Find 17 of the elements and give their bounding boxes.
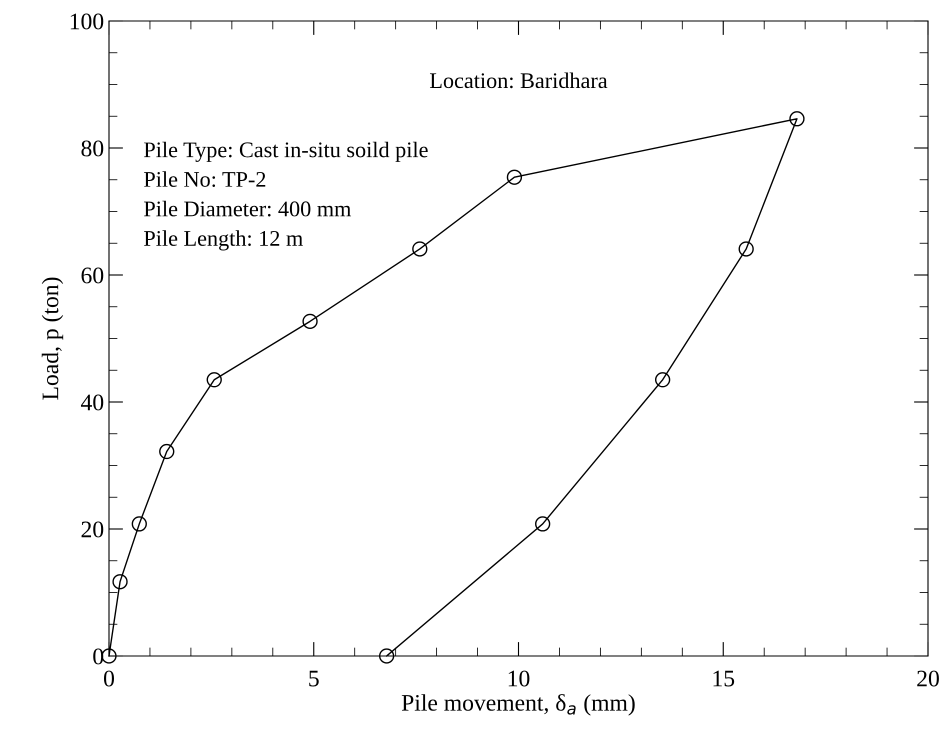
annotation: Pile No: TP-2 bbox=[144, 171, 266, 187]
y-tick-label: 20 bbox=[82, 521, 104, 538]
annotation: Location: Baridhara bbox=[430, 72, 608, 88]
x-tick-label: 10 bbox=[508, 670, 530, 687]
y-tick-label: 60 bbox=[82, 267, 104, 284]
x-tick-label: 15 bbox=[714, 670, 734, 687]
annotation: Pile Length: 12 m bbox=[144, 230, 303, 250]
x-tick-label: 20 bbox=[917, 670, 939, 687]
y-tick-label: 80 bbox=[81, 140, 104, 156]
x-axis-title: Pile movement, δ$_{a}$ (mm) bbox=[402, 694, 635, 716]
annotation: Pile Diameter: 400 mm bbox=[144, 200, 352, 217]
y-tick-label: 100 bbox=[70, 13, 104, 30]
x-tick-label: 0 bbox=[104, 670, 114, 687]
annotation: Pile Type: Cast in-situ soild pile bbox=[144, 142, 428, 162]
x-tick-label: 5 bbox=[309, 670, 319, 687]
y-axis-title: Load, p (ton) bbox=[42, 278, 64, 400]
y-tick-label: 40 bbox=[80, 394, 104, 410]
